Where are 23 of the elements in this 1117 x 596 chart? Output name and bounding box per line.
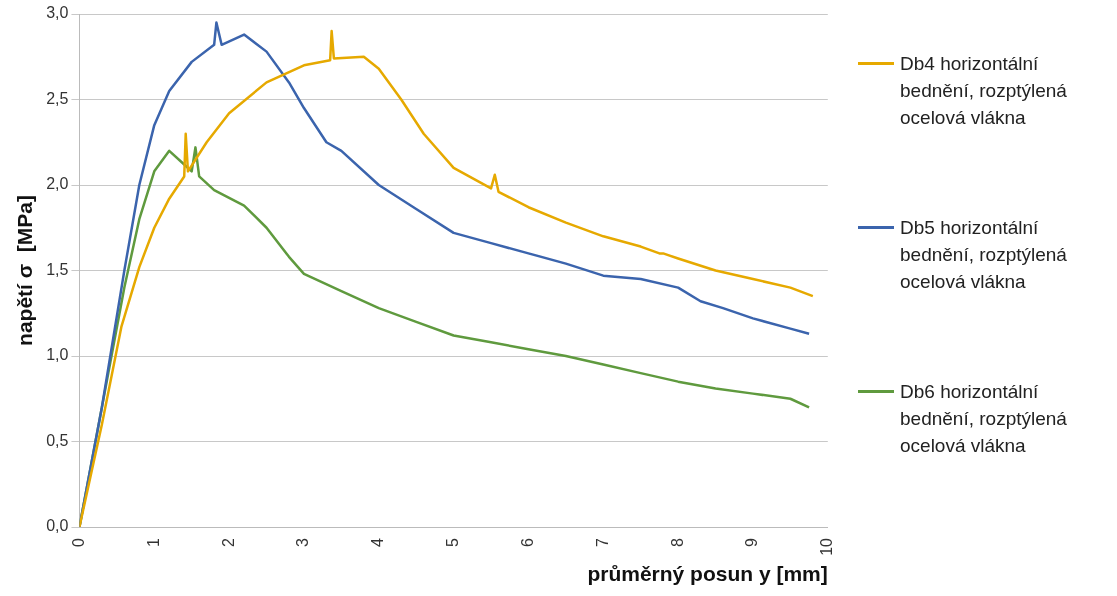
x-tick-label: 10 [818,537,836,556]
y-tick-label: 0,0 [46,517,69,535]
x-tick-label: 1 [144,537,162,547]
legend-label: Db4 horizontální bednění, rozptýlená ocelová vlákna [900,52,1068,130]
y-tick-label: 2,0 [46,175,69,193]
legend-label: Db6 horizontální bednění, rozptýlená ocelová vlákna [900,380,1068,458]
x-tick-label: 0 [69,537,87,547]
legend-label: Db5 horizontální bednění, rozptýlená ocelová vlákna [900,216,1068,294]
x-tick-label: 4 [369,537,387,547]
x-tick-label: 6 [518,537,536,547]
y-tick-label: 2,5 [46,89,69,107]
x-tick-label: 2 [219,537,237,547]
y-axis-title: napětí σ [MPa] [13,195,37,346]
y-tick-label: 3,0 [46,4,69,22]
x-axis-title: průměrný posun y [mm] [587,562,828,586]
x-tick-label: 5 [444,537,462,547]
y-tick-label: 1,5 [46,260,69,278]
y-tick-label: 0,5 [46,431,69,449]
x-tick-label: 7 [593,537,611,547]
x-tick-label: 3 [294,537,312,547]
x-tick-label: 8 [668,537,686,547]
x-tick-label: 9 [743,537,761,547]
y-tick-label: 1,0 [46,346,69,364]
